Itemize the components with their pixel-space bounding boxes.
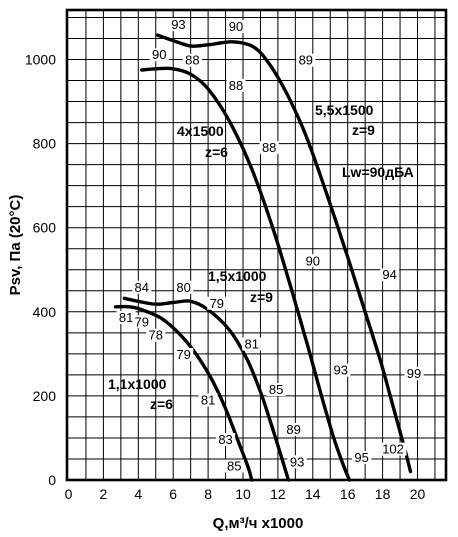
noise-level-label: 94	[382, 267, 396, 282]
noise-label-bg	[182, 53, 202, 67]
noise-level-label: 83	[218, 432, 232, 447]
noise-label-bg	[116, 311, 136, 325]
noise-level-label: 93	[290, 454, 304, 469]
noise-label-bg	[215, 432, 236, 446]
noise-label-bg	[287, 455, 307, 469]
noise-label-bg	[296, 53, 316, 67]
series-name-label: 4x1500	[177, 123, 224, 139]
noise-label-bg	[379, 268, 400, 282]
series-name-label: z=9	[250, 289, 273, 305]
curve-series	[122, 296, 291, 482]
noise-level-label: 93	[171, 17, 185, 32]
noise-label-bg	[146, 328, 166, 342]
noise-level-label: 90	[152, 47, 166, 62]
noise-label-bg	[303, 254, 323, 268]
noise-level-label: 81	[119, 310, 133, 325]
noise-level-label: 95	[354, 450, 368, 465]
noise-label-bg	[352, 451, 372, 465]
x-tick-label: 12	[270, 486, 286, 502]
noise-level-label: 88	[262, 140, 276, 155]
y-tick-label: 1000	[25, 52, 56, 68]
noise-level-label: 90	[229, 19, 243, 34]
y-tick-label: 200	[33, 388, 57, 404]
noise-level-label: 88	[229, 78, 243, 93]
grid	[67, 10, 446, 480]
noise-label-bg	[198, 393, 218, 407]
noise-label-bg	[242, 337, 262, 351]
noise-level-label: 84	[135, 280, 149, 295]
noise-label-bg	[226, 20, 246, 34]
noise-level-label: 78	[149, 328, 163, 343]
series-name-label: 5,5x1500	[315, 102, 374, 118]
noise-level-label: 81	[244, 337, 258, 352]
noise-level-label: 89	[286, 422, 300, 437]
x-tick-label: 0	[65, 486, 73, 502]
noise-label-bg	[224, 459, 244, 473]
y-tick-label: 400	[33, 304, 57, 320]
x-tick-label: 14	[305, 486, 321, 502]
noise-level-label: 89	[299, 53, 313, 68]
y-tick-label: 0	[48, 472, 56, 488]
noise-label-bg	[331, 363, 351, 377]
noise-level-label: 80	[176, 280, 190, 295]
noise-label-bg	[259, 141, 279, 155]
noise-label-bg	[379, 442, 407, 456]
x-tick-label: 10	[235, 486, 251, 502]
x-tick-label: 4	[134, 486, 142, 502]
x-axis-title: Q,м³/ч x1000	[213, 515, 304, 532]
x-tick-label: 2	[100, 486, 108, 502]
noise-level-label: 88	[185, 53, 199, 68]
x-tick-label: 6	[169, 486, 177, 502]
noise-label-bg	[132, 315, 152, 329]
noise-label-bg	[149, 48, 169, 62]
noise-note: Lw=90дБА	[342, 164, 414, 180]
noise-level-label: 79	[210, 296, 224, 311]
curve-series	[140, 66, 352, 482]
noise-label-bg	[168, 17, 189, 31]
y-axis-title: Psv, Па (20°C)	[7, 195, 24, 296]
noise-label-bg	[174, 280, 194, 294]
curve-series	[155, 33, 413, 474]
noise-label-bg	[266, 382, 286, 396]
noise-level-label: 85	[227, 458, 241, 473]
noise-level-label: 90	[306, 253, 320, 268]
x-tick-label: 20	[410, 486, 426, 502]
series-name-label: z=9	[352, 122, 375, 138]
y-tick-label: 600	[33, 220, 57, 236]
noise-label-bg	[207, 296, 227, 310]
noise-label-bg	[226, 78, 246, 92]
x-tick-label: 18	[375, 486, 391, 502]
noise-level-label: 85	[269, 382, 283, 397]
series-name-label: z=6	[205, 144, 228, 160]
series-name-label: 1,5x1000	[208, 268, 267, 284]
noise-label-bg	[404, 366, 424, 380]
noise-level-label: 99	[407, 366, 421, 381]
series-name-label: 1,1x1000	[108, 376, 167, 392]
performance-curves	[113, 33, 413, 482]
noise-level-label: 102	[382, 442, 404, 457]
noise-level-label: 79	[176, 347, 190, 362]
curve-series	[113, 304, 254, 482]
series-names: 1,1x1000 z=6 1,5x1000 z=9 4x1500 z=6 5,5x1500 z…	[108, 102, 375, 412]
noise-level-label: 79	[135, 314, 149, 329]
noise-label-bg	[174, 348, 194, 362]
noise-label-bg	[132, 280, 152, 294]
x-tick-label: 8	[204, 486, 212, 502]
series-name-label: z=6	[150, 396, 173, 412]
x-tick-label: 16	[340, 486, 356, 502]
plot-frame	[65, 8, 448, 482]
noise-level-label: 93	[333, 363, 347, 378]
y-tick-label: 800	[33, 136, 57, 152]
noise-label-bg	[284, 422, 304, 436]
noise-level-label: 81	[201, 392, 215, 407]
